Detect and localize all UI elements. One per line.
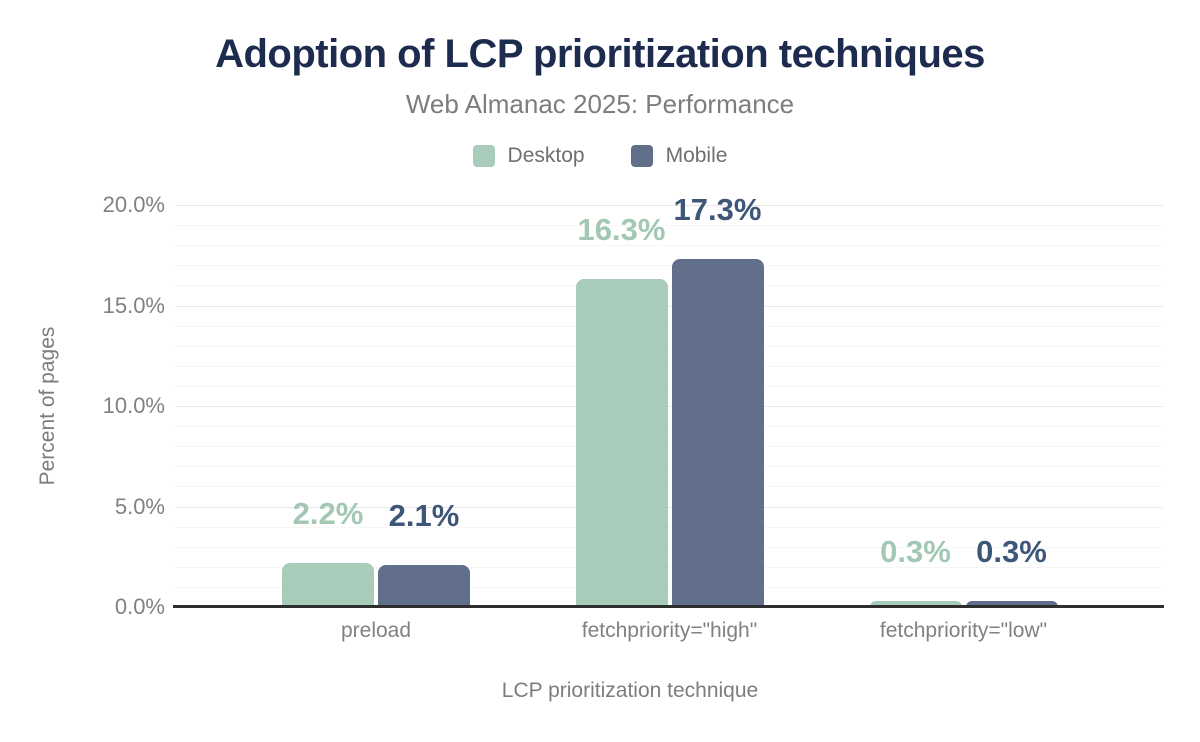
y-tick-label: 20.0% [102,192,165,217]
y-tick-label: 15.0% [102,292,165,318]
bar-desktop-1 [282,562,374,607]
gridline [175,345,1163,347]
chart-title: Adoption of LCP prioritization technique… [215,32,985,76]
gridline [175,546,1163,548]
gridline [175,446,1163,448]
legend-label-mobile: Mobile [665,144,728,167]
bar-value-label: 2.1% [388,497,460,533]
bar-value-label: 17.3% [673,192,762,228]
gridline [175,225,1163,227]
bar-value-label: 2.2% [292,495,364,531]
gridline [175,506,1163,508]
gridline [175,586,1163,588]
bar-value-label: 0.3% [880,533,951,569]
gridline [175,406,1163,407]
desktop-swatch-icon [472,145,495,167]
gridline [175,305,1163,307]
bar-mobile-3 [965,600,1058,607]
gridline [175,466,1163,468]
legend-item-mobile[interactable]: Mobile [630,144,728,168]
gridline [175,486,1163,488]
gridline [175,245,1163,247]
bar-mobile-1 [378,564,470,607]
chart-subtitle: Web Almanac 2025: Performance [405,89,795,119]
gridline [175,325,1163,327]
x-axis-line [173,605,1164,608]
legend: Desktop Mobile [0,144,1200,168]
y-tick-label: 10.0% [102,393,165,418]
bar-desktop-2 [575,279,668,607]
bar-value-label: 16.3% [577,212,666,248]
y-tick-label: 5.0% [114,493,165,519]
y-tick-label: 0.0% [114,594,165,619]
bar-mobile-2 [671,259,764,607]
gridline [175,385,1163,387]
x-tick-label: preload [340,619,412,642]
legend-item-desktop[interactable]: Desktop [472,144,585,168]
mobile-swatch-icon [630,145,653,167]
bar-desktop-3 [869,600,962,607]
x-tick-label: fetchpriority="high" [581,619,758,642]
gridline [175,526,1163,528]
x-tick-label: fetchpriority="low" [879,619,1048,642]
gridline [175,265,1163,267]
gridline [175,566,1163,568]
gridline [175,205,1163,206]
bar-value-label: 0.3% [976,533,1047,569]
legend-label-desktop: Desktop [507,144,585,167]
y-axis-title: Percent of pages [36,326,59,486]
gridline [175,285,1163,287]
gridline [175,426,1163,428]
gridline [175,365,1163,367]
x-axis-title: LCP prioritization technique [501,679,759,702]
